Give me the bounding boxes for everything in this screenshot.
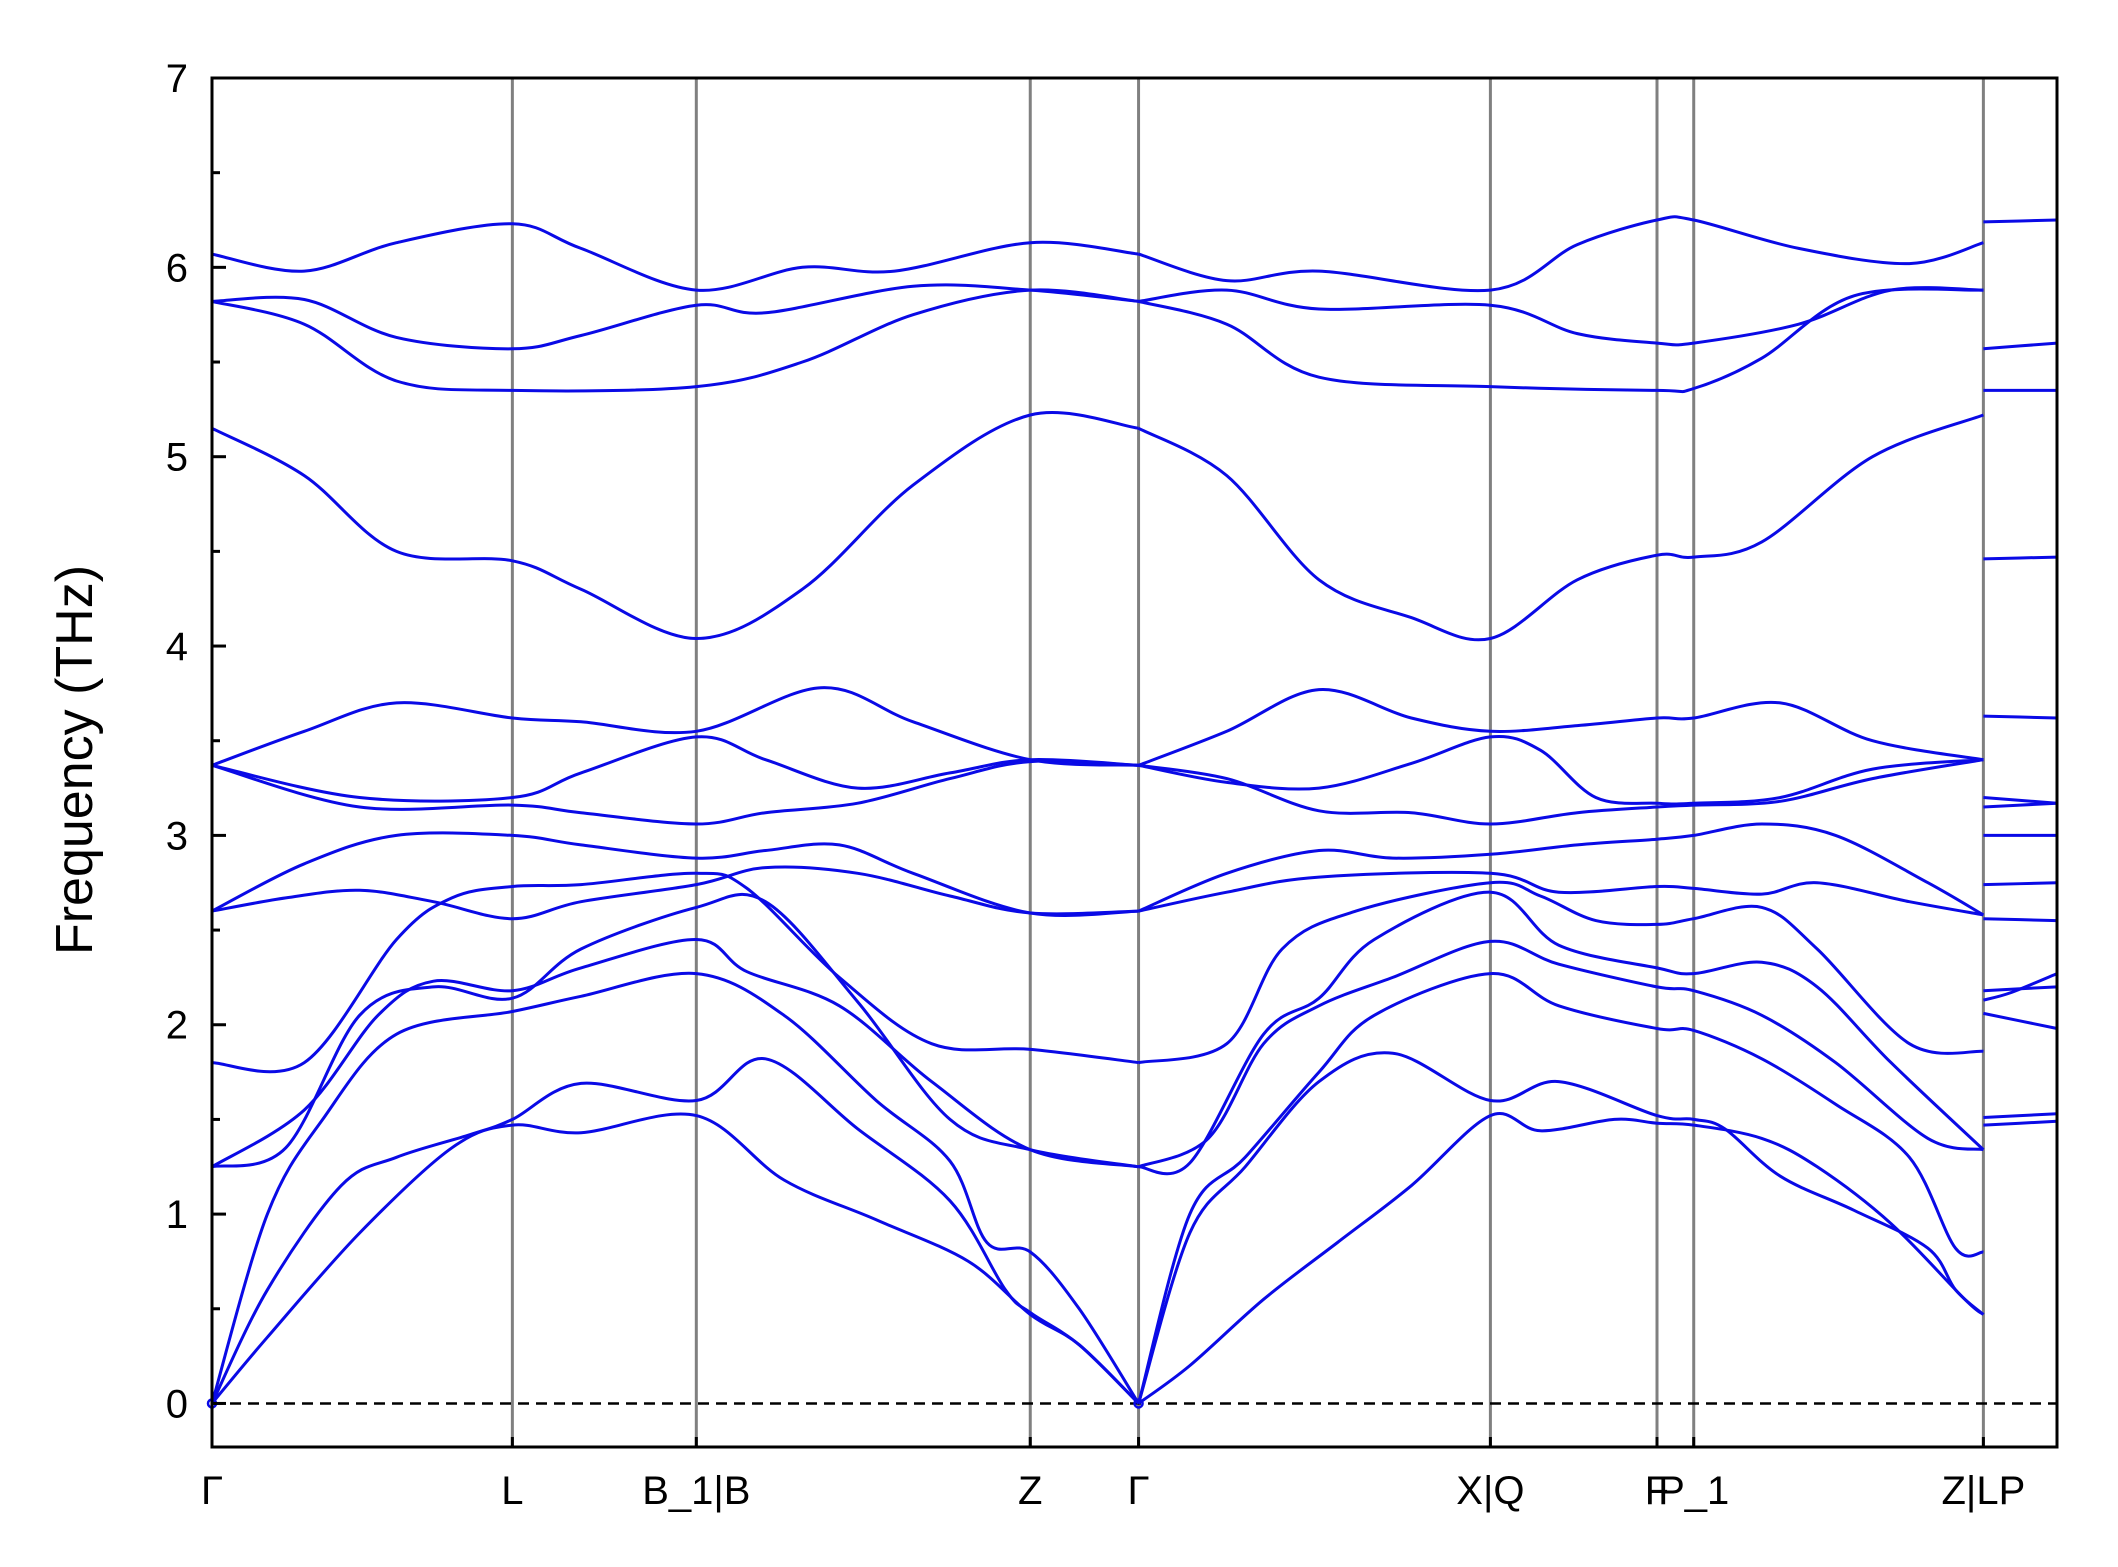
band-line-9: [211, 735, 1139, 803]
y-tick-label-1: 1: [166, 1193, 188, 1237]
band-line-37: [1983, 881, 2058, 887]
band-line-18: [1138, 939, 1984, 1169]
band-line-40: [1983, 796, 2058, 805]
y-ticks: 0 1 2 3 4 5 6 7: [166, 57, 226, 1426]
band-line-2: [210, 971, 1140, 1405]
band-line-13: [211, 283, 1139, 351]
y-tick-label-0: 0: [166, 1382, 188, 1426]
y-tick-label-5: 5: [166, 436, 188, 480]
band-line-44: [1983, 341, 2058, 351]
x-tick-label-6: F: [1645, 1469, 1669, 1513]
band-line-25: [1138, 688, 1984, 767]
band-line-15: [1137, 1112, 1985, 1405]
phonon-bands: [206, 215, 2058, 1409]
band-line-27: [1138, 287, 1984, 394]
band-line-41: [1983, 714, 2058, 720]
band-line-14: [211, 222, 1139, 292]
x-ticks: Γ L B_1|B Z Γ X|Q FP_1 Z|LP: [201, 1437, 2025, 1513]
band-line-7: [211, 831, 1139, 917]
band-line-31: [1983, 1119, 2058, 1127]
x-tick-label-8: Z|LP: [1942, 1469, 2026, 1513]
band-line-33: [1983, 1011, 2058, 1030]
band-line-11: [211, 411, 1139, 641]
band-line-1: [210, 1057, 1140, 1405]
band-line-34: [1983, 972, 2058, 1002]
y-axis-label: Frequency (THz): [46, 565, 104, 955]
band-line-36: [1983, 917, 2058, 923]
band-line-6: [211, 865, 1139, 921]
plot-frame: [210, 76, 2059, 1449]
band-line-5: [211, 871, 1139, 1074]
band-line-35: [1983, 985, 2058, 993]
x-tick-label-7: P_1: [1658, 1469, 1729, 1513]
x-tick-label-5: X|Q: [1456, 1469, 1524, 1513]
band-line-16: [1137, 1051, 1985, 1404]
band-line-28: [1138, 286, 1984, 347]
band-line-21: [1138, 870, 1984, 917]
band-line-12: [211, 288, 1139, 393]
band-line-24: [1138, 734, 1984, 806]
x-tick-label-3: Z: [1018, 1469, 1042, 1513]
y-tick-label-7: 7: [166, 57, 188, 101]
band-line-3: [211, 937, 1139, 1169]
band-line-19: [1138, 890, 1985, 1176]
band-line-45: [1983, 218, 2058, 224]
band-line-29: [1138, 215, 1984, 293]
band-line-10: [211, 686, 1139, 767]
gamma-point-marker-1: [1133, 1398, 1144, 1409]
band-line-23: [1138, 758, 1984, 826]
band-line-32: [1983, 1112, 2058, 1119]
band-line-4: [211, 892, 1139, 1169]
band-line-22: [1138, 822, 1985, 917]
y-tick-label-6: 6: [166, 246, 188, 290]
x-tick-label-0: Γ: [201, 1469, 223, 1513]
band-line-20: [1138, 880, 1984, 1065]
band-line-17: [1137, 972, 1984, 1404]
x-tick-label-4: Γ: [1128, 1469, 1150, 1513]
axes: [210, 76, 2059, 1449]
y-tick-label-4: 4: [166, 625, 188, 669]
y-tick-label-3: 3: [166, 814, 188, 858]
y-tick-label-2: 2: [166, 1004, 188, 1048]
band-line-26: [1137, 413, 1984, 642]
band-line-42: [1983, 555, 2058, 561]
x-tick-label-2: B_1|B: [642, 1469, 750, 1513]
x-tick-label-1: L: [501, 1469, 523, 1513]
band-line-8: [211, 759, 1139, 826]
